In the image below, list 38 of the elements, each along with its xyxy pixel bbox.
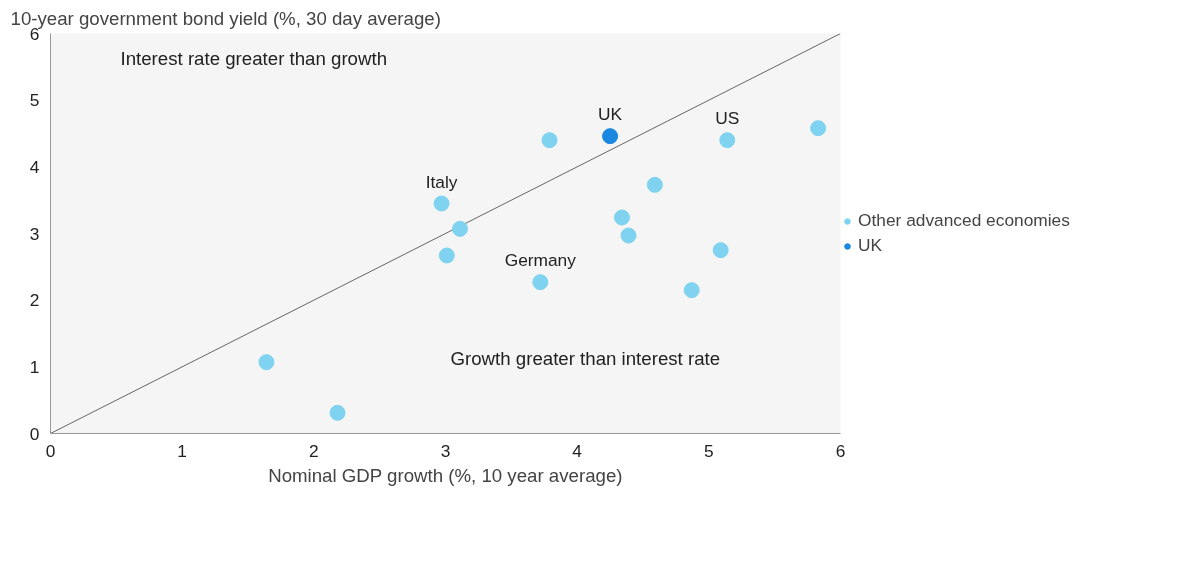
point <box>602 128 619 145</box>
data-label: Italy <box>425 171 458 192</box>
x-tick-label: 1 <box>177 440 187 461</box>
y-tick-label: 2 <box>29 290 40 311</box>
x-tick-label: 3 <box>440 440 451 461</box>
point <box>329 404 346 421</box>
x-tick-label: 0 <box>45 440 56 461</box>
y-tick-label: 5 <box>29 90 40 111</box>
x-tick-label: 2 <box>309 440 319 461</box>
y-axis-title: 10-year government bond yield (%, 30 day average) <box>10 7 441 29</box>
annotation: Growth greater than interest rate <box>450 347 721 369</box>
point <box>541 132 558 149</box>
point <box>810 120 827 137</box>
data-label: Germany <box>504 250 577 271</box>
point <box>646 176 663 193</box>
y-tick-label: 3 <box>29 223 40 244</box>
point <box>433 195 450 212</box>
legend-label: UK <box>858 235 883 256</box>
point <box>613 209 630 226</box>
y-tick-label: 0 <box>29 423 40 444</box>
x-tick-label: 5 <box>704 440 714 461</box>
point <box>719 132 736 149</box>
point <box>438 247 455 264</box>
point <box>451 220 468 237</box>
point <box>620 227 637 244</box>
x-axis-title: Nominal GDP growth (%, 10 year average) <box>268 464 623 486</box>
point <box>532 274 549 291</box>
x-tick-label: 4 <box>572 440 583 461</box>
annotation: Interest rate greater than growth <box>120 47 388 69</box>
data-label: US <box>715 108 740 129</box>
point <box>683 282 700 299</box>
y-tick-label: 4 <box>29 156 40 177</box>
y-tick-label: 1 <box>29 356 40 377</box>
point <box>258 354 275 371</box>
x-tick-label: 6 <box>835 440 846 461</box>
legend-label: Other advanced economies <box>858 210 1070 231</box>
point <box>712 242 729 259</box>
data-label: UK <box>598 104 623 125</box>
